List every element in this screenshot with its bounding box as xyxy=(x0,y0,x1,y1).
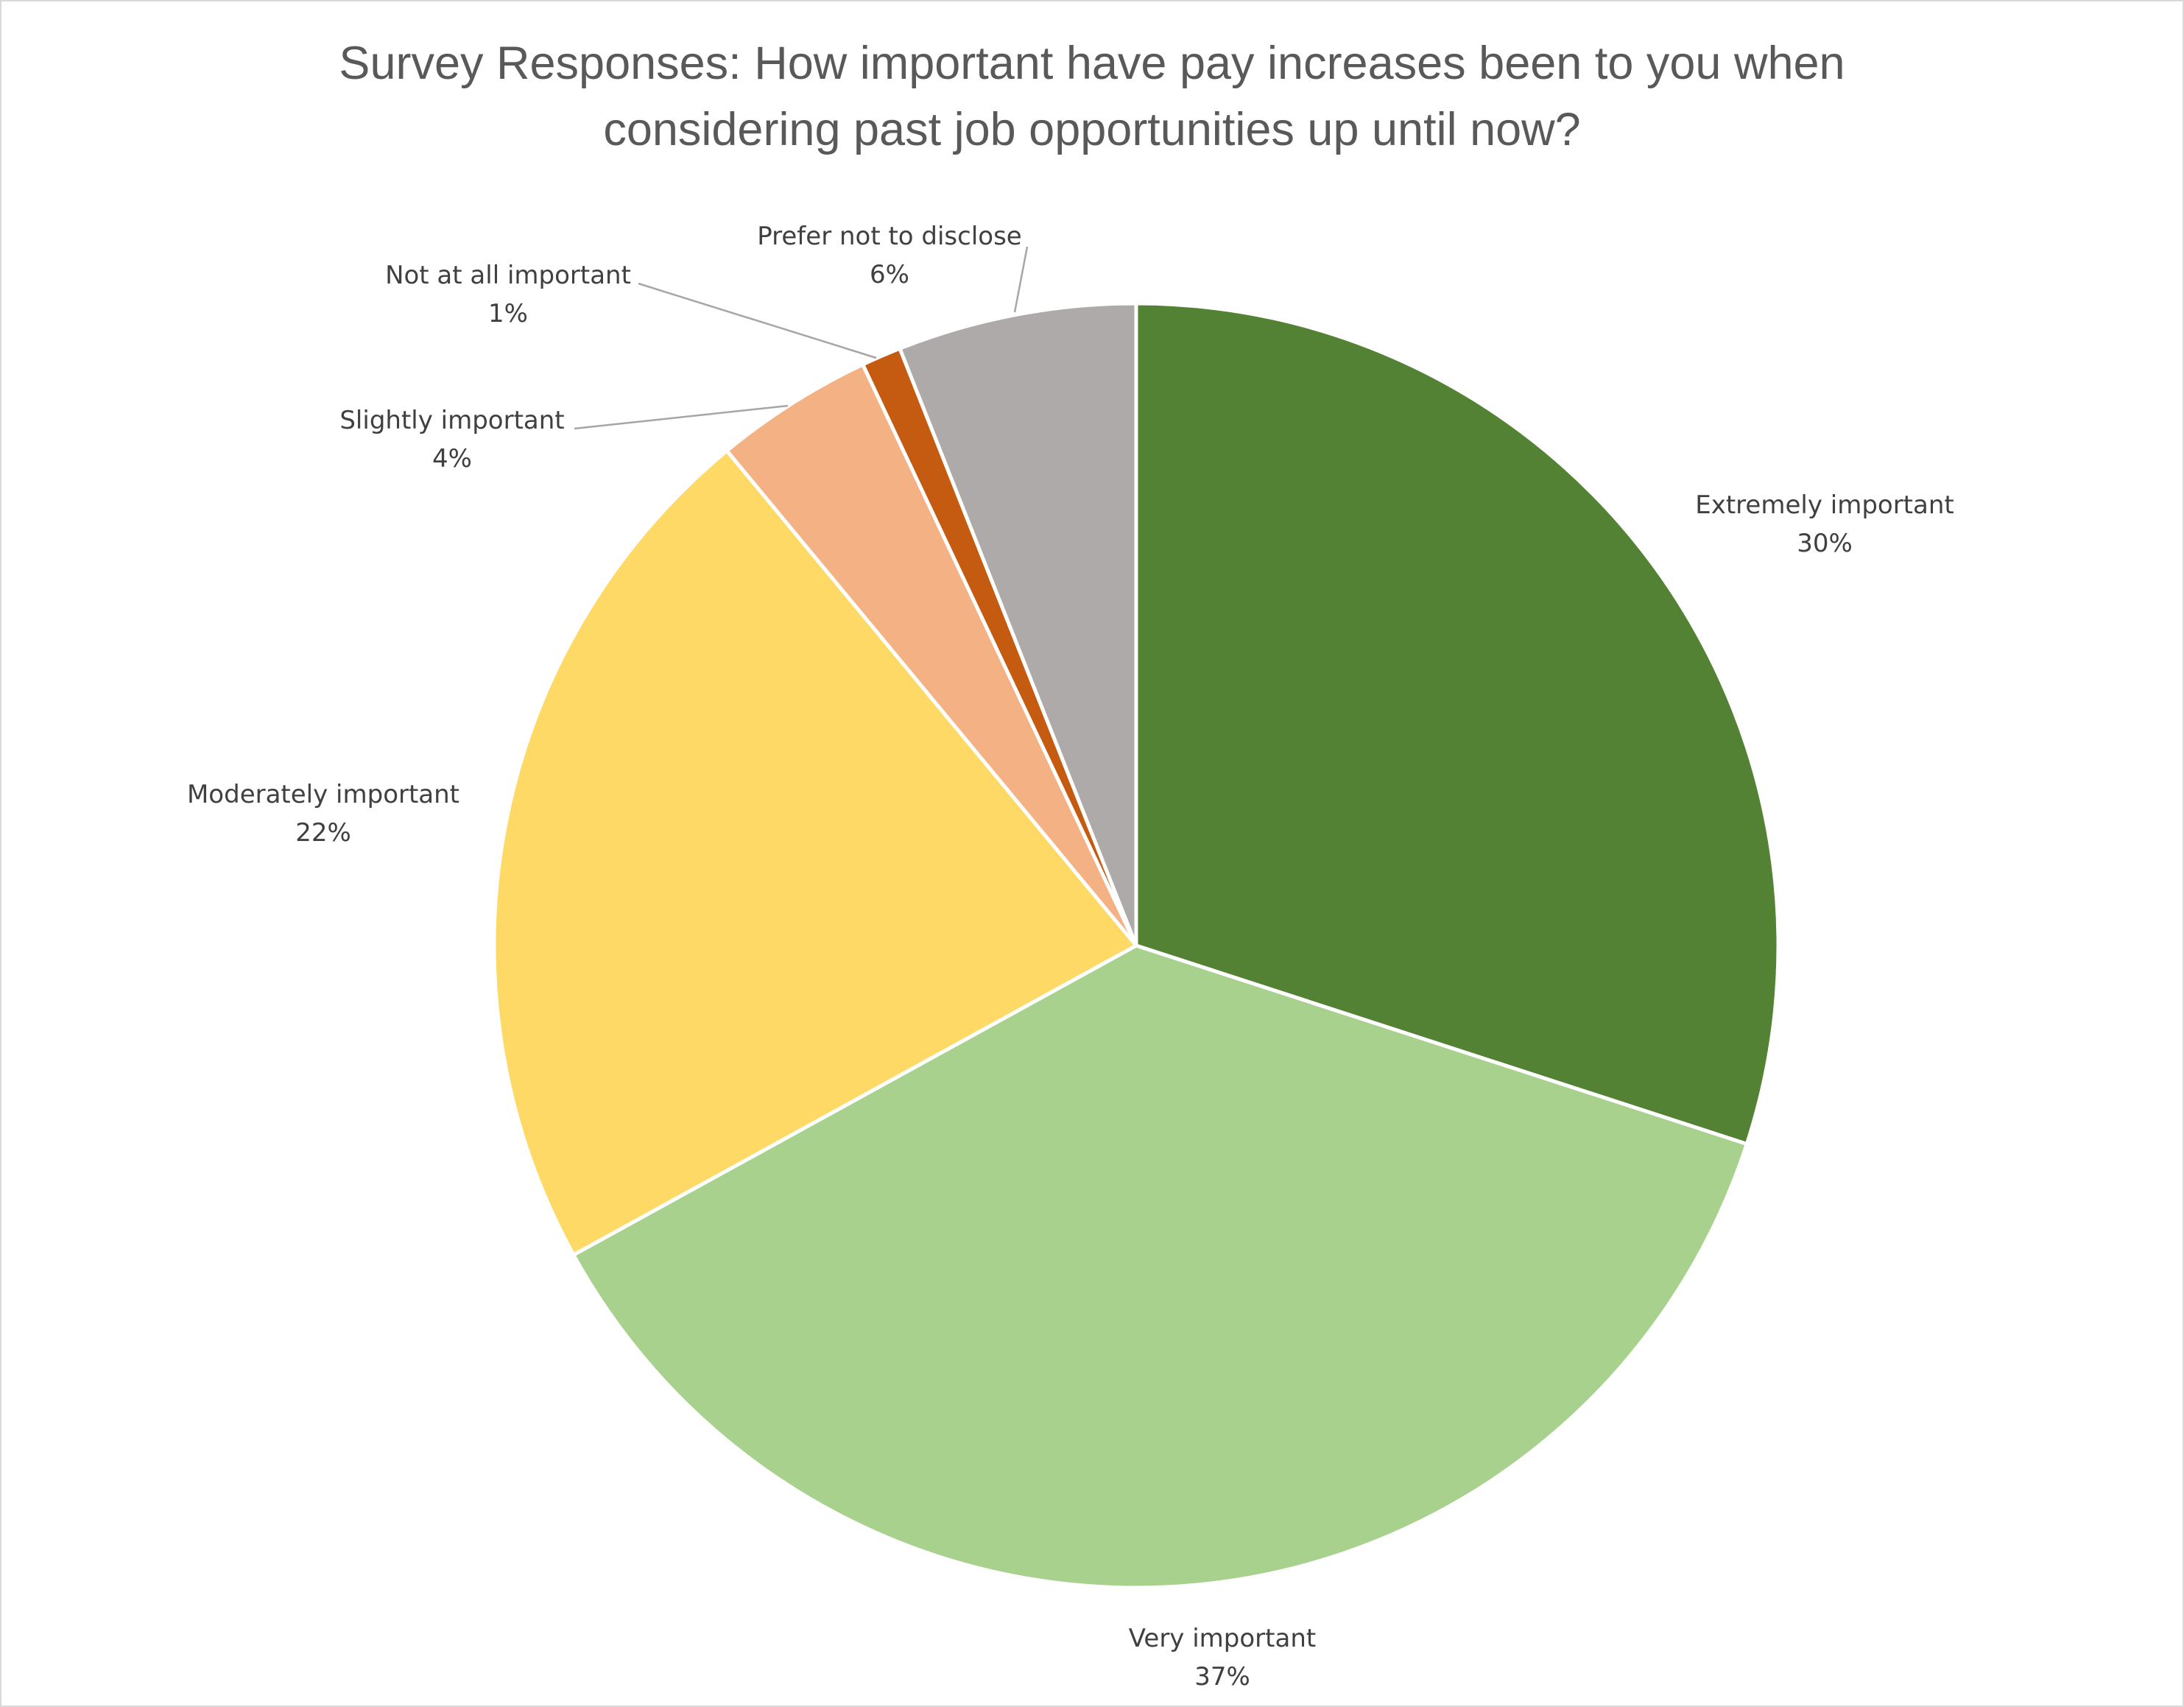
pie-slice-slightly-important xyxy=(725,362,1138,948)
leader-line-slightly-important xyxy=(574,404,789,430)
pie-slice-moderately-important xyxy=(492,448,1138,1257)
data-label-name-moderately-important: Moderately important xyxy=(187,780,459,809)
leader-line-not-at-all-important xyxy=(638,282,877,359)
data-label-name-extremely-important: Extremely important xyxy=(1695,490,1954,520)
leader-line-prefer-not-to-disclose xyxy=(1013,246,1029,313)
data-label-percent-prefer-not-to-disclose: 6% xyxy=(870,260,909,289)
data-label-percent-not-at-all-important: 1% xyxy=(488,299,528,328)
data-label-percent-very-important: 37% xyxy=(1194,1662,1250,1692)
data-label-percent-extremely-important: 30% xyxy=(1797,529,1853,558)
slices-layer xyxy=(492,301,1780,1590)
data-label-percent-slightly-important: 4% xyxy=(432,444,472,474)
data-label-name-not-at-all-important: Not at all important xyxy=(385,261,631,290)
leader-lines-layer xyxy=(574,246,1029,430)
pie-slice-extremely-important xyxy=(1134,301,1780,1146)
data-label-name-prefer-not-to-disclose: Prefer not to disclose xyxy=(757,222,1021,251)
data-label-name-very-important: Very important xyxy=(1129,1624,1316,1653)
data-label-percent-moderately-important: 22% xyxy=(295,818,351,848)
pie-slice-prefer-not-to-disclose xyxy=(898,301,1138,948)
data-label-name-slightly-important: Slightly important xyxy=(339,406,564,435)
data-labels-layer: Extremely important 30% Very important 37% M… xyxy=(187,222,1954,1692)
pie-slice-very-important xyxy=(571,943,1749,1590)
chart-title-line-2: considering past job opportunities up un… xyxy=(603,104,1580,155)
chart-title-line-1: Survey Responses: How important have pay… xyxy=(339,38,1845,89)
